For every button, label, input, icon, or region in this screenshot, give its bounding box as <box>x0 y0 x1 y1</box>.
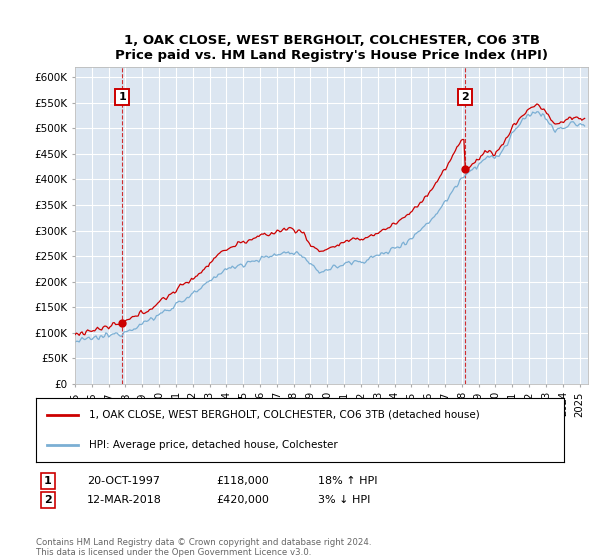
Text: HPI: Average price, detached house, Colchester: HPI: Average price, detached house, Colc… <box>89 440 338 450</box>
Text: 12-MAR-2018: 12-MAR-2018 <box>87 495 162 505</box>
Text: 18% ↑ HPI: 18% ↑ HPI <box>318 476 377 486</box>
Text: £420,000: £420,000 <box>216 495 269 505</box>
Text: Contains HM Land Registry data © Crown copyright and database right 2024.
This d: Contains HM Land Registry data © Crown c… <box>36 538 371 557</box>
Text: 1: 1 <box>118 92 126 102</box>
Text: 1: 1 <box>44 476 52 486</box>
Text: 2: 2 <box>461 92 469 102</box>
Text: 1, OAK CLOSE, WEST BERGHOLT, COLCHESTER, CO6 3TB (detached house): 1, OAK CLOSE, WEST BERGHOLT, COLCHESTER,… <box>89 410 479 420</box>
Text: 2: 2 <box>44 495 52 505</box>
Text: 3% ↓ HPI: 3% ↓ HPI <box>318 495 370 505</box>
Text: 20-OCT-1997: 20-OCT-1997 <box>87 476 160 486</box>
Text: £118,000: £118,000 <box>216 476 269 486</box>
Title: 1, OAK CLOSE, WEST BERGHOLT, COLCHESTER, CO6 3TB
Price paid vs. HM Land Registry: 1, OAK CLOSE, WEST BERGHOLT, COLCHESTER,… <box>115 34 548 62</box>
